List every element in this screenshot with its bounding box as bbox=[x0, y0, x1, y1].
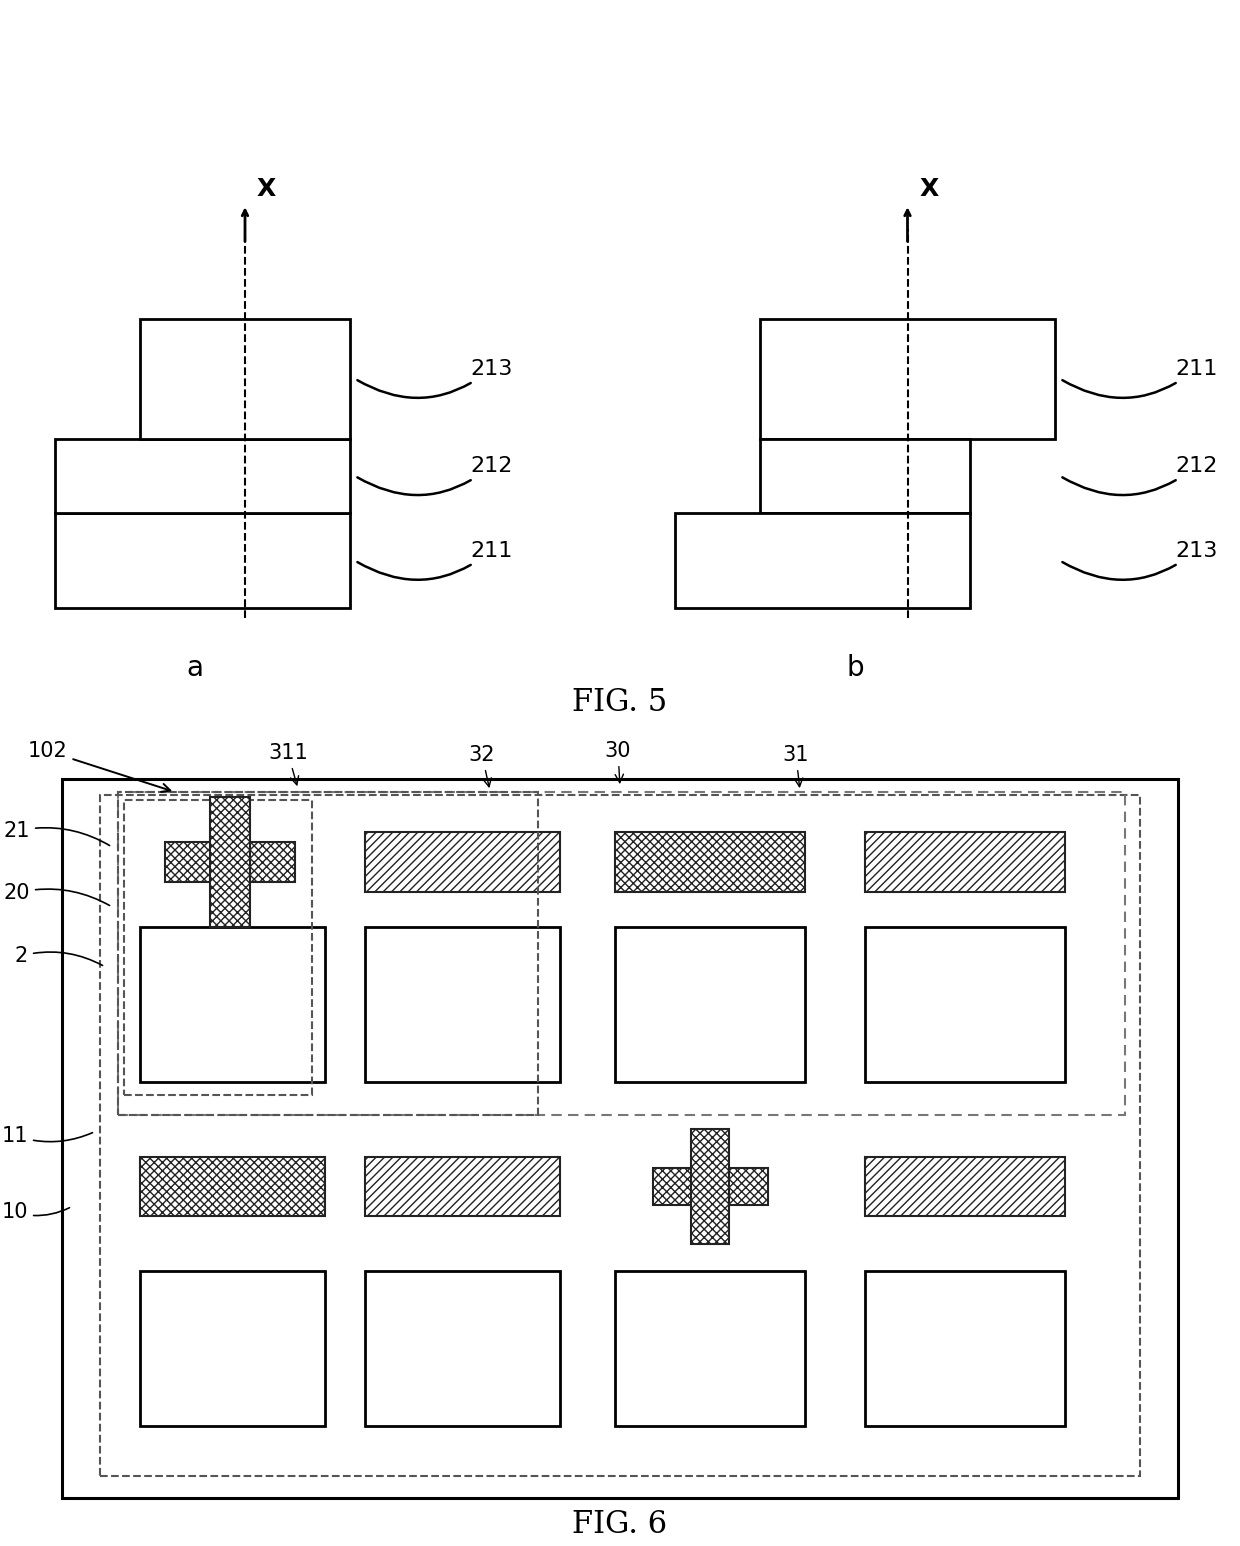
Bar bbox=[124, 799, 312, 1095]
Bar bbox=[140, 928, 325, 1082]
Text: a: a bbox=[186, 654, 203, 682]
Text: 20: 20 bbox=[4, 883, 109, 906]
Text: 102: 102 bbox=[29, 741, 170, 792]
Bar bbox=[760, 318, 1055, 439]
Bar bbox=[615, 1271, 805, 1425]
Text: 212: 212 bbox=[357, 456, 512, 495]
Text: 30: 30 bbox=[605, 741, 631, 782]
Bar bbox=[615, 832, 805, 892]
Text: 311: 311 bbox=[268, 744, 308, 785]
Bar bbox=[866, 832, 1065, 892]
Bar bbox=[140, 1156, 325, 1217]
Bar bbox=[760, 439, 970, 513]
Bar bbox=[165, 843, 295, 881]
Text: 2: 2 bbox=[15, 946, 103, 966]
Text: 10: 10 bbox=[1, 1203, 69, 1223]
Bar bbox=[62, 779, 1178, 1498]
Bar bbox=[55, 513, 350, 608]
Text: b: b bbox=[846, 654, 864, 682]
Bar bbox=[675, 513, 970, 608]
Text: 32: 32 bbox=[469, 745, 495, 787]
Bar bbox=[140, 1271, 325, 1425]
Text: 212: 212 bbox=[1063, 456, 1218, 495]
Text: 21: 21 bbox=[4, 821, 109, 846]
Text: 213: 213 bbox=[1063, 541, 1218, 580]
Text: X: X bbox=[257, 178, 277, 201]
Bar bbox=[140, 318, 350, 439]
Bar bbox=[365, 928, 560, 1082]
Text: 211: 211 bbox=[357, 541, 512, 580]
Bar bbox=[100, 795, 1140, 1476]
Text: X: X bbox=[920, 178, 939, 201]
Bar bbox=[365, 832, 560, 892]
Bar bbox=[691, 1129, 729, 1245]
Bar bbox=[365, 1271, 560, 1425]
Text: 31: 31 bbox=[782, 745, 810, 787]
Bar bbox=[866, 928, 1065, 1082]
Bar bbox=[365, 1156, 560, 1217]
Text: 213: 213 bbox=[357, 359, 512, 397]
Bar bbox=[210, 798, 250, 928]
Text: FIG. 6: FIG. 6 bbox=[573, 1509, 667, 1540]
Bar bbox=[118, 792, 538, 1115]
Bar bbox=[652, 1167, 768, 1206]
Bar bbox=[615, 928, 805, 1082]
Text: 211: 211 bbox=[1063, 359, 1218, 397]
Text: FIG. 5: FIG. 5 bbox=[573, 688, 667, 719]
Bar bbox=[118, 792, 1125, 1115]
Bar bbox=[866, 1271, 1065, 1425]
Bar bbox=[866, 1156, 1065, 1217]
Text: 11: 11 bbox=[1, 1125, 93, 1146]
Bar bbox=[55, 439, 350, 513]
